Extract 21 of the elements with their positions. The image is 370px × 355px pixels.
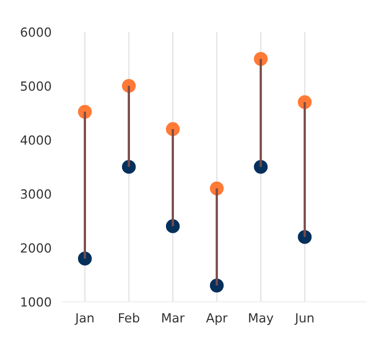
- point: [78, 104, 92, 119]
- y-tick-label: 2000: [20, 243, 51, 253]
- bar: [172, 129, 174, 226]
- bar: [128, 86, 130, 167]
- x-tick-label: Apr: [206, 313, 228, 325]
- x-tick-label: Jan: [74, 313, 94, 325]
- y-tick-label: 5000: [20, 81, 51, 91]
- x-tick-label: Mar: [162, 313, 185, 323]
- bar: [216, 188, 218, 286]
- y-tick-label: 3000: [20, 189, 51, 199]
- bar: [304, 102, 306, 237]
- x-tick-label: May: [249, 313, 274, 325]
- x-tick-label: Jun: [294, 313, 314, 325]
- y-tick-label: 4000: [20, 135, 51, 145]
- point: [122, 79, 136, 93]
- bar: [260, 58, 262, 167]
- y-tick-label: 1000: [21, 297, 51, 307]
- y-tick-label: 6000: [20, 27, 51, 37]
- point: [78, 252, 92, 266]
- bar: [84, 112, 86, 259]
- x-tick-label: Feb: [119, 312, 140, 323]
